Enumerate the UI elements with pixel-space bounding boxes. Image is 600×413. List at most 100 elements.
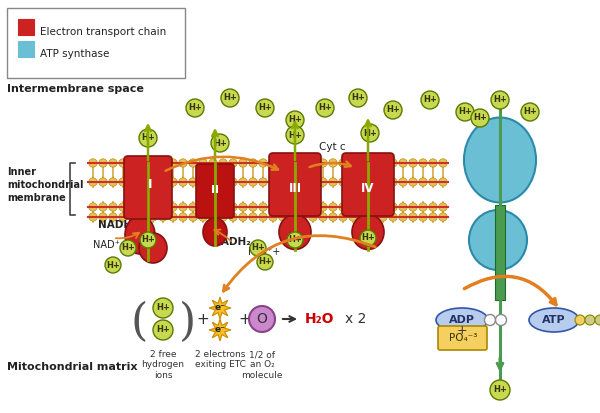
Circle shape <box>109 159 117 167</box>
Circle shape <box>249 178 257 186</box>
Ellipse shape <box>279 214 311 249</box>
Text: 2 free
hydrogen
ions: 2 free hydrogen ions <box>142 350 185 380</box>
Circle shape <box>496 315 506 325</box>
Circle shape <box>153 320 173 340</box>
Circle shape <box>229 213 237 221</box>
Circle shape <box>179 178 187 186</box>
Circle shape <box>319 178 327 186</box>
Circle shape <box>239 178 247 186</box>
Circle shape <box>109 178 117 186</box>
Circle shape <box>289 213 297 221</box>
Circle shape <box>209 213 217 221</box>
Text: O: O <box>257 312 268 326</box>
Text: H+: H+ <box>493 385 507 394</box>
Circle shape <box>361 124 379 142</box>
Circle shape <box>384 101 402 119</box>
Circle shape <box>279 203 287 211</box>
Text: H+: H+ <box>386 105 400 114</box>
Text: H+: H+ <box>351 93 365 102</box>
Circle shape <box>409 213 417 221</box>
Circle shape <box>219 159 227 167</box>
Ellipse shape <box>352 214 384 249</box>
Circle shape <box>199 159 207 167</box>
Circle shape <box>149 203 157 211</box>
Circle shape <box>209 178 217 186</box>
Ellipse shape <box>139 233 167 263</box>
Circle shape <box>269 159 277 167</box>
Text: ): ) <box>179 300 196 344</box>
Circle shape <box>257 254 273 270</box>
Circle shape <box>229 203 237 211</box>
Circle shape <box>456 103 474 121</box>
Text: PO₄⁻³: PO₄⁻³ <box>449 333 477 343</box>
Circle shape <box>289 178 297 186</box>
Circle shape <box>239 213 247 221</box>
Polygon shape <box>209 319 231 341</box>
Circle shape <box>109 203 117 211</box>
Circle shape <box>149 213 157 221</box>
Text: H+: H+ <box>288 116 302 124</box>
Circle shape <box>139 178 147 186</box>
Circle shape <box>219 178 227 186</box>
Circle shape <box>186 99 204 117</box>
Circle shape <box>221 89 239 107</box>
Circle shape <box>359 178 367 186</box>
Circle shape <box>259 159 267 167</box>
Text: H+: H+ <box>156 325 170 335</box>
Circle shape <box>309 213 317 221</box>
Text: +: + <box>196 311 209 327</box>
Text: ATP: ATP <box>542 315 566 325</box>
Circle shape <box>259 203 267 211</box>
Circle shape <box>279 159 287 167</box>
Circle shape <box>99 178 107 186</box>
Text: H+: H+ <box>258 257 272 266</box>
Circle shape <box>419 178 427 186</box>
Text: FAD⁺+: FAD⁺+ <box>248 247 280 257</box>
Text: H+: H+ <box>106 261 120 270</box>
Circle shape <box>339 213 347 221</box>
Text: H+: H+ <box>493 95 507 104</box>
Text: NAD⁺+: NAD⁺+ <box>93 240 128 250</box>
Circle shape <box>595 315 600 325</box>
Text: H₂O: H₂O <box>305 312 335 326</box>
Circle shape <box>189 178 197 186</box>
Circle shape <box>249 213 257 221</box>
Circle shape <box>119 159 127 167</box>
Circle shape <box>389 159 397 167</box>
Circle shape <box>199 178 207 186</box>
Circle shape <box>299 178 307 186</box>
Circle shape <box>139 213 147 221</box>
Text: H+: H+ <box>141 133 155 142</box>
Circle shape <box>299 213 307 221</box>
Circle shape <box>421 91 439 109</box>
Text: 1/2 of
an O₂
molecule: 1/2 of an O₂ molecule <box>241 350 283 380</box>
Circle shape <box>585 315 595 325</box>
Circle shape <box>359 159 367 167</box>
Circle shape <box>129 178 137 186</box>
Circle shape <box>120 240 136 256</box>
Circle shape <box>99 213 107 221</box>
Circle shape <box>419 213 427 221</box>
Circle shape <box>159 213 167 221</box>
Circle shape <box>259 213 267 221</box>
Circle shape <box>139 203 147 211</box>
Text: II: II <box>211 185 219 195</box>
Circle shape <box>329 159 337 167</box>
Circle shape <box>119 213 127 221</box>
Ellipse shape <box>436 308 488 332</box>
Circle shape <box>575 315 585 325</box>
Circle shape <box>419 159 427 167</box>
Circle shape <box>179 213 187 221</box>
Circle shape <box>249 203 257 211</box>
Text: H+: H+ <box>423 95 437 104</box>
Text: 2 electrons
exiting ETC: 2 electrons exiting ETC <box>194 350 245 369</box>
Circle shape <box>119 203 127 211</box>
Text: H+: H+ <box>188 104 202 112</box>
Circle shape <box>169 203 177 211</box>
Bar <box>7 8 185 78</box>
Circle shape <box>389 178 397 186</box>
Text: Electron transport chain: Electron transport chain <box>40 27 166 37</box>
Circle shape <box>490 380 510 400</box>
Circle shape <box>399 159 407 167</box>
Circle shape <box>105 257 121 273</box>
